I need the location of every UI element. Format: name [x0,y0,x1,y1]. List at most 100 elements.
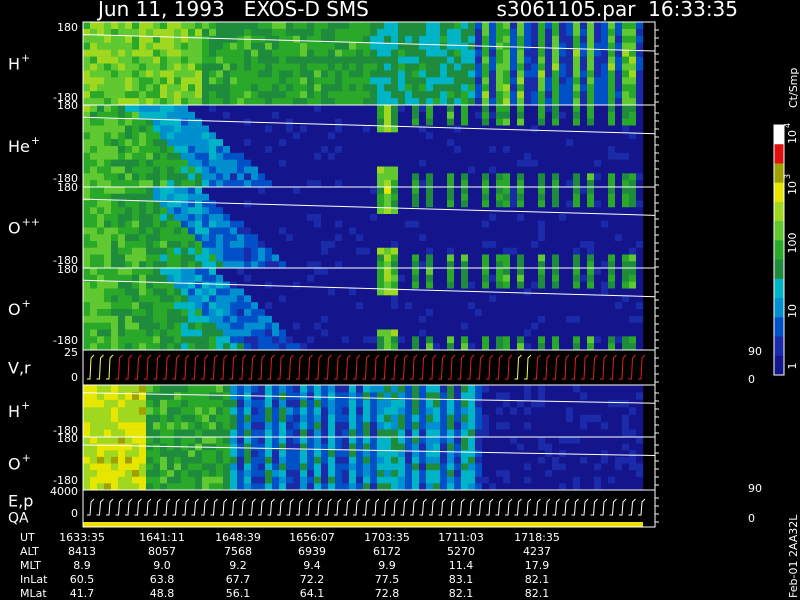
cell [398,234,406,242]
cell [601,200,609,208]
cell [223,49,231,57]
cell [573,315,581,323]
cell [167,343,175,351]
cell [195,329,203,337]
cell [104,105,112,113]
cell [160,56,168,64]
cell [440,56,448,64]
cell [580,187,588,195]
cell [559,139,567,147]
cell [615,241,623,249]
cell [552,146,560,154]
cell [566,118,574,126]
cell [272,63,280,71]
cell [111,35,119,44]
cell [426,274,434,282]
cell [384,173,392,181]
cell [237,70,245,78]
cell [370,84,378,92]
cell [496,241,504,249]
cell [195,483,203,491]
cell [251,414,259,423]
cell [580,422,588,430]
cell [132,98,140,106]
cell [125,407,133,416]
cell [174,152,182,160]
cell [286,456,294,464]
cell [335,302,343,310]
cell [580,261,588,269]
cell [391,118,399,126]
cell [405,159,413,167]
cell [608,91,616,99]
cell [384,35,392,44]
cell [335,98,343,106]
cell [503,105,511,113]
cell [454,456,462,464]
cell [216,343,224,351]
cell [447,35,455,44]
cell [482,159,490,167]
cell [349,422,357,430]
cell [580,77,588,85]
cell [160,139,168,147]
cell [125,268,133,276]
cell [83,414,91,423]
cell [258,146,266,154]
cell [377,132,385,140]
cell [251,309,259,317]
cell [489,84,497,92]
cell [538,22,546,30]
cell [454,343,462,351]
cell [90,159,98,167]
cell [594,241,602,249]
cell [377,105,385,113]
cell [258,309,266,317]
cell [181,22,189,30]
cell [307,295,315,303]
cell [104,22,112,30]
cell [90,125,98,133]
cell [293,173,301,181]
cell [286,35,294,44]
cell [391,399,399,408]
cell [601,336,609,344]
cell [405,422,413,430]
cell [496,77,504,85]
cell [503,261,511,269]
cell [419,470,427,478]
cell [279,343,287,351]
cell [559,414,567,423]
cell [104,309,112,317]
cell [566,254,574,262]
cell [83,49,91,57]
cell [328,56,336,64]
cell [279,118,287,126]
cell [454,91,462,99]
cell [202,309,210,317]
cell [146,450,154,458]
cell [97,322,105,330]
cell [538,456,546,464]
cell [412,166,420,174]
cell [454,227,462,235]
cell [433,322,441,330]
cell [412,336,420,344]
cell [482,146,490,154]
cell [118,159,126,167]
cell [160,118,168,126]
cell [83,22,91,30]
cell [356,315,364,323]
cell [272,146,280,154]
cell [349,28,357,37]
cell [244,288,252,296]
cell [153,227,161,235]
cell [167,111,175,119]
cell [433,483,441,491]
cell [552,77,560,85]
cell [139,407,147,416]
cell [153,476,161,484]
cell [286,437,294,444]
cell [132,329,140,337]
cell [237,22,245,30]
